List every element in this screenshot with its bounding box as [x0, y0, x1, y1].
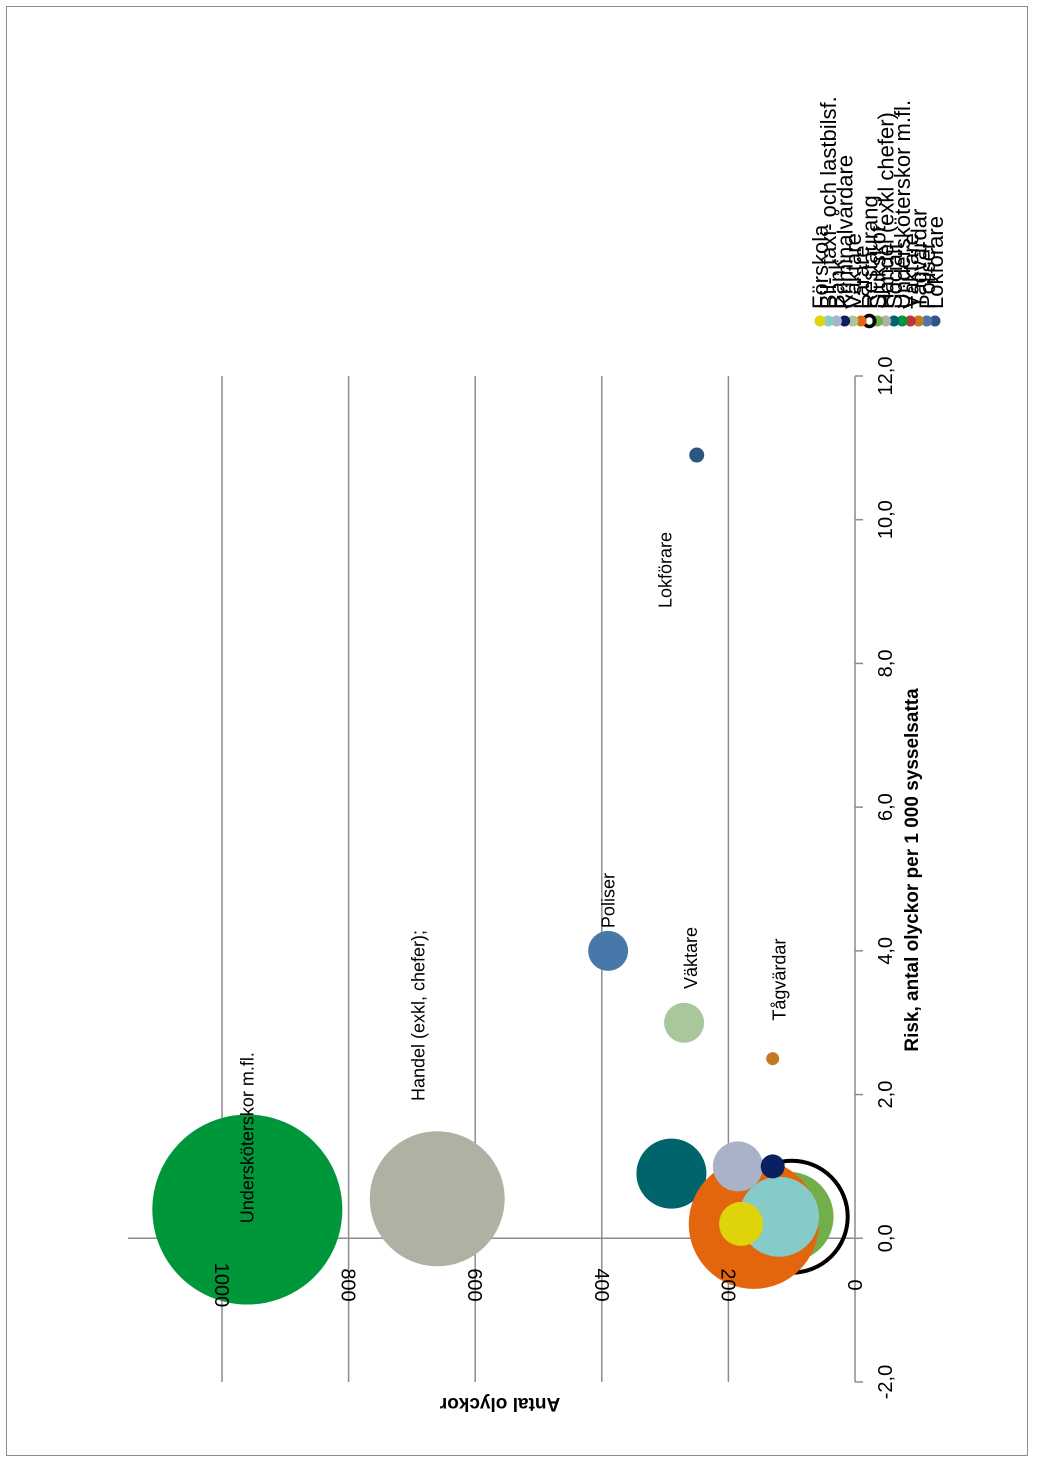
- legend-label: Kriminalvårdare: [833, 155, 858, 309]
- y-tick-label: 200: [716, 1268, 738, 1301]
- legend-marker: [896, 315, 908, 327]
- legend-marker: [929, 315, 941, 327]
- legend-marker: [847, 315, 859, 327]
- legend-label: Väktare: [898, 233, 923, 309]
- legend-marker: [921, 315, 933, 327]
- bubble-förskola: [719, 1201, 764, 1246]
- legend-label: Bank: [824, 258, 849, 309]
- x-tick-label: 10,0: [875, 500, 897, 539]
- legend-label: Väktare: [841, 233, 866, 309]
- bubble-poliser: [588, 930, 629, 971]
- bubble-lokförare: [689, 447, 705, 463]
- y-tick-label: 1000: [210, 1263, 232, 1308]
- bubble-tågvärdar: [766, 1052, 780, 1066]
- legend-label: Lärare: [849, 245, 874, 309]
- chart-frame: [6, 6, 1028, 1456]
- legend-marker: [913, 315, 925, 327]
- legend-marker: [822, 315, 834, 327]
- legend-label: Förskola: [808, 224, 833, 309]
- legend-marker: [880, 315, 892, 327]
- x-tick-label: 12,0: [875, 357, 897, 396]
- y-tick-label: 600: [463, 1268, 485, 1301]
- x-tick-label: 2,0: [875, 1081, 897, 1109]
- bubble-väktare: [664, 1002, 705, 1043]
- bubble-annotation: Undersköterskor m.fl.: [238, 1052, 258, 1223]
- x-tick-label: 8,0: [875, 650, 897, 678]
- legend-label: Undersköterskor m.fl.: [890, 100, 915, 309]
- legend-marker: [814, 315, 826, 327]
- bubbles: [152, 447, 850, 1305]
- bubble-bank: [712, 1141, 763, 1192]
- y-tick-label: 400: [590, 1268, 612, 1301]
- legend-label: Tågvärdar: [907, 209, 932, 309]
- legend-marker: [904, 315, 916, 327]
- x-tick-label: 4,0: [875, 937, 897, 965]
- legend-label: Bil-, taxi- och lastbilsf.: [816, 96, 841, 309]
- legend-marker: [839, 315, 851, 327]
- legend-label: Lokförare: [923, 216, 948, 309]
- legend-marker: [855, 315, 867, 327]
- x-axis-title: Risk, antal olyckor per 1 000 sysselsatt…: [902, 688, 923, 1052]
- legend-label: Poliser: [915, 242, 940, 309]
- bubble-annotation: Poliser: [598, 873, 618, 928]
- legend-label: Restaurang: [857, 195, 882, 309]
- bubble-socialt: [636, 1138, 707, 1209]
- bubble-annotation: Väktare: [681, 927, 701, 989]
- y-tick-label: 800: [337, 1268, 359, 1301]
- legend-marker: [830, 315, 842, 327]
- legend: LokförarePoliserTågvärdarVäktareUnderskö…: [808, 96, 948, 329]
- legend-label: Sjukskot.: [866, 220, 891, 309]
- tick-labels: -2,0 0,0 2,0 4,0 6,0 8,0 10,0 12,0 0 200 400 600 800…: [210, 357, 897, 1400]
- bubble-kriminalvårdare: [760, 1154, 785, 1179]
- bubble-handel-exkl-chefer-: [369, 1131, 505, 1267]
- bubble-annotation: Tågvärdar: [769, 939, 789, 1021]
- legend-marker: [888, 315, 900, 327]
- y-axis-title: Antal olyckor: [439, 1393, 560, 1414]
- y-tick-label: 0: [843, 1279, 865, 1290]
- x-tick-label: -2,0: [875, 1365, 897, 1399]
- bubble-annotation: Lokförare: [655, 532, 675, 608]
- bubble-undersköterskor-m-fl-: [152, 1114, 343, 1305]
- x-tick-label: 6,0: [875, 793, 897, 821]
- bubble-annotation: Handel (exkl, chefer);: [409, 930, 429, 1101]
- legend-label: Handel (exkl chefer): [874, 112, 899, 309]
- x-tick-label: 0,0: [875, 1224, 897, 1252]
- bubble-bil-taxi-och-lastbilsf-: [739, 1176, 820, 1257]
- legend-label: Socialt: [882, 243, 907, 309]
- annotations: Undersköterskor m.fl. Handel (exkl, chefe…: [238, 532, 790, 1223]
